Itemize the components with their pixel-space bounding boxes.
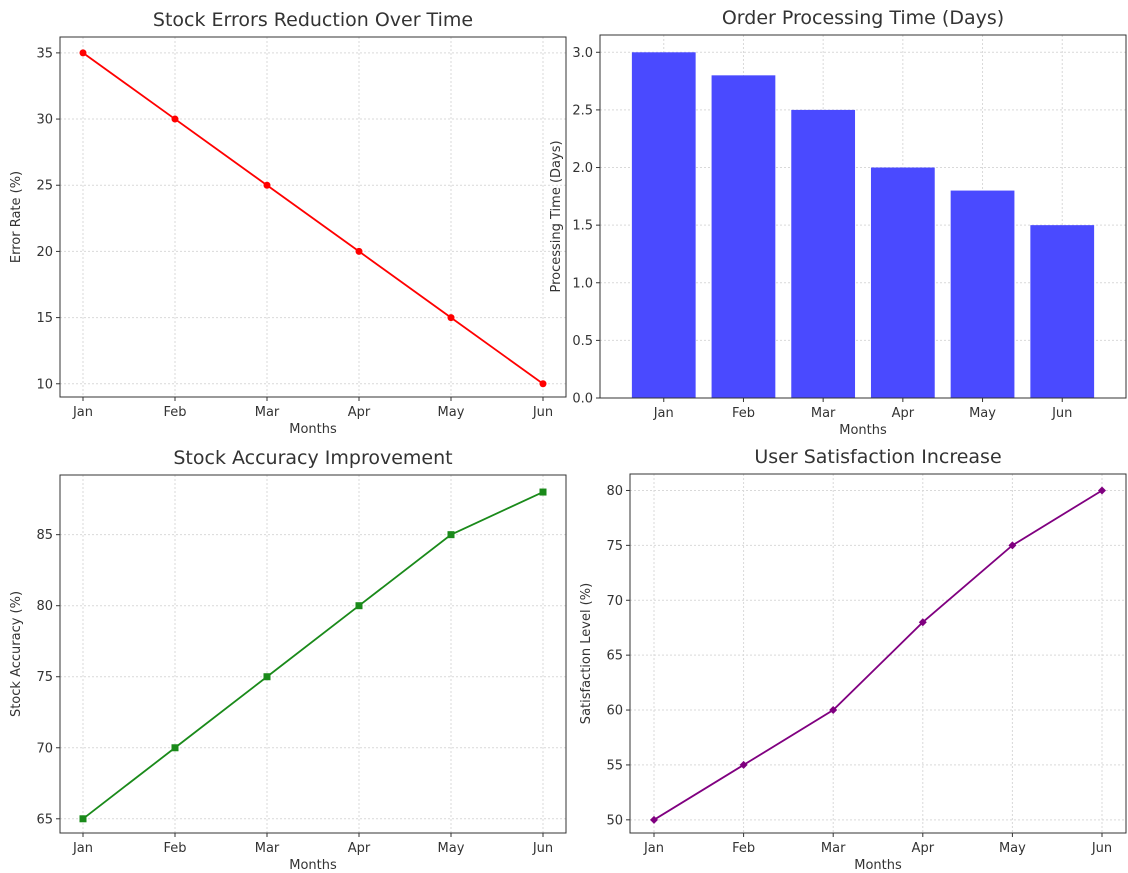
y-tick-label: 30 (36, 113, 53, 128)
y-tick-label: 60 (606, 704, 623, 719)
y-tick-label: 15 (36, 311, 53, 326)
data-point-may (1008, 541, 1017, 550)
x-tick-label: Apr (348, 841, 371, 856)
x-tick-label: Apr (912, 841, 935, 856)
x-tick-label: Jan (72, 405, 93, 420)
chart-title: Stock Errors Reduction Over Time (153, 9, 473, 31)
y-tick-label: 55 (606, 758, 623, 773)
y-tick-label: 10 (36, 377, 53, 392)
y-tick-label: 2.0 (572, 161, 593, 176)
x-tick-label: Jan (653, 406, 674, 421)
x-tick-label: May (969, 406, 996, 421)
y-axis-label: Processing Time (Days) (549, 140, 564, 292)
bar-mar (791, 109, 856, 399)
chart-title: User Satisfaction Increase (754, 446, 1001, 468)
data-point-jun (539, 380, 547, 388)
x-tick-label: May (999, 841, 1026, 856)
plot-frame (599, 34, 1127, 399)
y-tick-label: 0.0 (572, 392, 593, 407)
series-line (82, 52, 544, 385)
y-tick-label: 85 (36, 528, 53, 543)
data-point-feb (171, 115, 179, 123)
x-axis-label: Months (839, 423, 887, 438)
plot-frame (629, 473, 1127, 834)
y-tick-label: 75 (36, 670, 53, 685)
y-tick-label: 80 (36, 599, 53, 614)
y-tick-label: 80 (606, 484, 623, 499)
y-tick-label: 1.5 (572, 219, 593, 234)
subplot-4: 50 55 60 65 70 75 80 Jan Feb Mar Apr May Jun User Sat… (579, 446, 1127, 873)
x-tick-label: Jun (532, 841, 553, 856)
x-tick-label: Jun (532, 405, 553, 420)
data-point-jan (79, 815, 87, 823)
y-tick-label: 20 (36, 245, 53, 260)
x-tick-label: Jan (643, 841, 664, 856)
x-tick-label: Jan (72, 841, 93, 856)
y-tick-label: 35 (36, 46, 53, 61)
data-point-mar (263, 673, 271, 681)
bar-jan (631, 52, 696, 399)
y-tick-label: 65 (36, 812, 53, 827)
y-tick-label: 65 (606, 649, 623, 664)
y-axis-label: Error Rate (%) (9, 171, 24, 263)
y-axis-label: Stock Accuracy (%) (9, 591, 24, 717)
y-tick-label: 2.5 (572, 103, 593, 118)
data-point-jan (79, 49, 87, 57)
data-point-apr (355, 602, 363, 610)
subplot-1: 10 15 20 25 30 35 Jan Feb Mar Apr May Jun Stock Erro… (9, 9, 567, 437)
plot-frame (59, 36, 567, 398)
data-point-apr (918, 618, 927, 627)
y-tick-label: 25 (36, 179, 53, 194)
data-point-mar (263, 181, 271, 189)
bar-apr (870, 167, 935, 398)
y-axis-label: Satisfaction Level (%) (579, 583, 594, 724)
data-point-apr (355, 247, 363, 255)
x-tick-label: Feb (732, 841, 755, 856)
x-axis-label: Months (289, 858, 337, 873)
bar-jun (1030, 225, 1095, 398)
subplot-3: 65 70 75 80 85 Jan Feb Mar Apr May Jun Stock Accura… (9, 447, 567, 873)
y-tick-label: 0.5 (572, 334, 593, 349)
plot-frame (59, 474, 567, 834)
data-point-mar (829, 706, 838, 715)
data-point-jun (1098, 486, 1106, 495)
x-tick-label: Mar (255, 405, 280, 420)
data-point-may (447, 531, 455, 539)
y-tick-label: 50 (606, 813, 623, 828)
x-tick-label: Mar (811, 406, 836, 421)
chart-title: Order Processing Time (Days) (722, 7, 1004, 29)
x-axis-label: Months (854, 858, 902, 873)
x-tick-label: Feb (732, 406, 755, 421)
x-tick-label: Feb (163, 841, 186, 856)
bar-may (950, 190, 1015, 398)
data-point-jun (539, 488, 547, 496)
x-tick-label: May (438, 405, 465, 420)
y-tick-label: 1.0 (572, 276, 593, 291)
bar-feb (711, 75, 776, 398)
subplot-2: 0.0 0.5 1.0 1.5 2.0 2.5 3.0 Jan Feb Mar Apr May Jun O… (549, 7, 1127, 438)
series-line (653, 489, 1103, 821)
y-tick-label: 70 (606, 594, 623, 609)
series-line (82, 491, 544, 820)
data-point-jan (650, 815, 658, 824)
x-tick-label: Jun (1091, 841, 1112, 856)
x-tick-label: Apr (348, 405, 371, 420)
x-tick-label: Jun (1051, 406, 1072, 421)
x-tick-label: Mar (255, 841, 280, 856)
x-tick-label: Mar (821, 841, 846, 856)
data-point-may (447, 314, 455, 322)
x-axis-label: Months (289, 422, 337, 437)
x-tick-label: May (438, 841, 465, 856)
x-tick-label: Feb (163, 405, 186, 420)
y-tick-label: 75 (606, 539, 623, 554)
y-tick-label: 3.0 (572, 46, 593, 61)
x-tick-label: Apr (892, 406, 915, 421)
data-point-feb (171, 744, 179, 752)
chart-title: Stock Accuracy Improvement (173, 447, 452, 469)
y-tick-label: 70 (36, 741, 53, 756)
data-point-feb (739, 760, 748, 769)
